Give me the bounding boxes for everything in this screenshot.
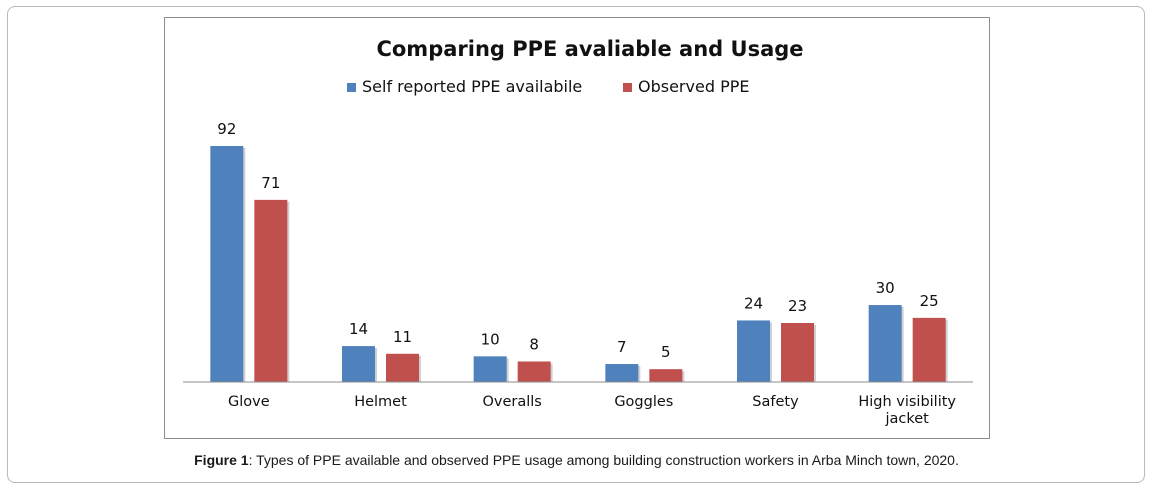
figure-caption-text: : Types of PPE available and observed PP… (248, 452, 959, 468)
figure-caption-label: Figure 1 (194, 452, 249, 468)
x-tick-label: High visibility (858, 394, 956, 410)
data-label: 23 (788, 297, 807, 315)
x-tick-label: jacket (884, 411, 929, 427)
bars-group (210, 146, 948, 382)
data-label: 10 (481, 330, 500, 348)
bar-high-visibility-jacket-s1 (912, 317, 946, 382)
x-tick-label: Helmet (354, 394, 407, 410)
value-labels-group: 92 71 14 11 10 8 7 5 24 23 30 25 (217, 120, 938, 361)
bar-helmet-s0 (342, 346, 375, 382)
chart-legend: Self reported PPE availabile Observed PPE (347, 77, 749, 96)
data-label: 25 (920, 292, 939, 310)
bar-safety-s1 (781, 323, 814, 382)
legend-label-1: Observed PPE (638, 77, 749, 96)
data-label: 11 (393, 328, 412, 346)
data-label: 92 (217, 120, 236, 138)
data-label: 14 (349, 320, 368, 338)
legend-swatch-1 (623, 83, 632, 92)
chart-svg: Comparing PPE avaliable and Usage Self r… (183, 37, 973, 427)
data-label: 7 (617, 338, 627, 356)
figure-caption: Figure 1: Types of PPE available and obs… (0, 452, 1153, 468)
bar-overalls-s1 (517, 361, 551, 382)
bar-overalls-s0 (473, 356, 507, 382)
bar-safety-s0 (737, 320, 770, 382)
legend-swatch-0 (347, 83, 356, 92)
bar-helmet-s1 (386, 353, 419, 382)
bar-high-visibility-jacket-s0 (868, 305, 902, 382)
legend-label-0: Self reported PPE availabile (362, 77, 582, 96)
chart-title: Comparing PPE avaliable and Usage (376, 37, 803, 61)
bar-glove-s0 (210, 146, 244, 382)
data-label: 24 (744, 294, 763, 312)
x-tick-label: Goggles (614, 394, 673, 410)
chart-area: Comparing PPE avaliable and Usage Self r… (164, 17, 990, 439)
data-label: 5 (661, 343, 671, 361)
x-tick-label: Safety (752, 394, 799, 410)
x-tick-label: Glove (228, 394, 270, 410)
bar-goggles-s0 (605, 364, 639, 382)
category-labels-group: Glove Helmet Overalls Goggles Safety High vis… (228, 394, 956, 427)
data-label: 8 (529, 335, 539, 353)
data-label: 30 (876, 279, 895, 297)
bar-goggles-s1 (649, 369, 683, 382)
figure-frame (7, 6, 1145, 483)
x-tick-label: Overalls (482, 394, 541, 410)
bar-glove-s1 (254, 199, 288, 382)
data-label: 71 (261, 174, 280, 192)
